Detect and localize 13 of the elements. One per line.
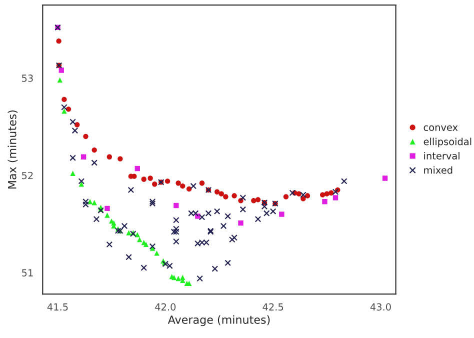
x-tick-label: 42.0 [155,303,176,311]
y-tick-label: 51 [22,269,33,276]
x-tick-label: 42.5 [262,303,284,311]
y-tick-label: 53 [22,74,33,82]
x-tick-label: 43.0 [370,303,391,311]
y-tick-label: 52 [22,172,33,180]
x-axis-title: Average (minutes) [168,315,270,326]
legend-label: convex [424,125,458,131]
x-tick-label: 41.5 [47,303,68,311]
legend-label: ellipsoidal [424,138,472,148]
y-axis-title: Max (minutes) [8,110,18,189]
legend-label: mixed [424,166,452,174]
legend-label: interval [424,152,460,160]
